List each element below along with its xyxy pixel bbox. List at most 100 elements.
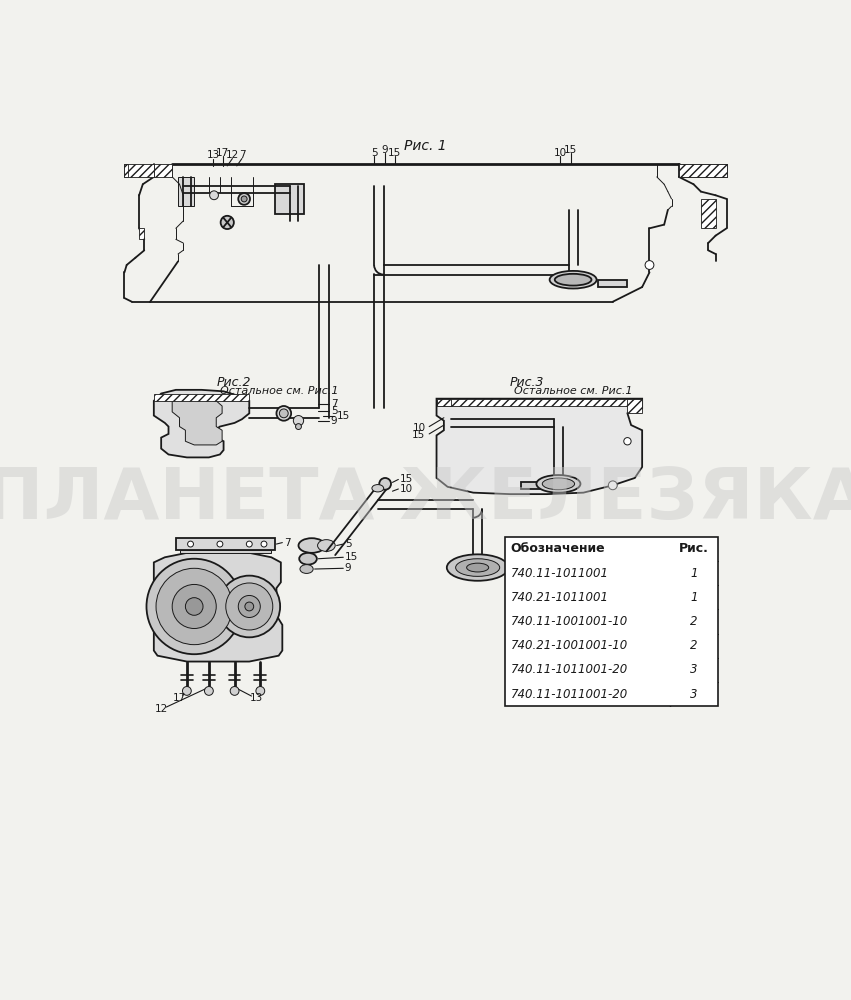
- Ellipse shape: [317, 540, 335, 551]
- Polygon shape: [437, 399, 451, 406]
- Text: 17: 17: [216, 148, 230, 158]
- Ellipse shape: [220, 216, 234, 229]
- Ellipse shape: [204, 687, 214, 695]
- Ellipse shape: [447, 554, 509, 581]
- Ellipse shape: [238, 193, 250, 205]
- Ellipse shape: [156, 568, 232, 645]
- Text: 15: 15: [388, 148, 402, 158]
- Ellipse shape: [172, 584, 216, 629]
- Text: 10: 10: [413, 423, 426, 433]
- Polygon shape: [627, 399, 643, 413]
- Polygon shape: [154, 551, 283, 662]
- Text: 740.11-1001001-10: 740.11-1001001-10: [511, 615, 628, 628]
- Ellipse shape: [536, 475, 580, 493]
- Ellipse shape: [300, 553, 317, 565]
- Text: 12: 12: [155, 704, 168, 714]
- Text: 2: 2: [690, 639, 698, 652]
- Ellipse shape: [277, 406, 291, 421]
- Polygon shape: [275, 184, 305, 214]
- Polygon shape: [437, 399, 643, 494]
- Ellipse shape: [624, 438, 631, 445]
- Ellipse shape: [608, 481, 617, 490]
- Ellipse shape: [187, 541, 193, 547]
- Text: 15: 15: [400, 474, 413, 484]
- Text: Остальное см. Рис.1: Остальное см. Рис.1: [514, 386, 632, 396]
- Text: 15: 15: [337, 411, 350, 421]
- Text: Остальное см. Рис.1: Остальное см. Рис.1: [220, 386, 339, 396]
- Ellipse shape: [542, 478, 574, 490]
- Text: 13: 13: [250, 693, 263, 703]
- Text: 7: 7: [283, 538, 290, 548]
- Polygon shape: [437, 399, 643, 406]
- Text: Обозначение: Обозначение: [511, 542, 605, 555]
- Ellipse shape: [550, 271, 597, 289]
- Ellipse shape: [295, 424, 301, 430]
- Text: 15: 15: [412, 430, 426, 440]
- Ellipse shape: [186, 598, 203, 615]
- Polygon shape: [701, 199, 716, 228]
- Ellipse shape: [230, 687, 239, 695]
- Ellipse shape: [372, 485, 384, 492]
- Text: Рис.2: Рис.2: [216, 376, 251, 389]
- Polygon shape: [598, 280, 627, 287]
- Text: 9: 9: [382, 145, 388, 155]
- Text: 1: 1: [690, 567, 698, 580]
- Ellipse shape: [555, 274, 591, 286]
- Polygon shape: [176, 538, 275, 550]
- Ellipse shape: [182, 687, 191, 695]
- Ellipse shape: [217, 541, 223, 547]
- Ellipse shape: [209, 191, 219, 200]
- Text: 740.21-1011001: 740.21-1011001: [511, 591, 608, 604]
- Bar: [505, 537, 717, 706]
- Ellipse shape: [245, 602, 254, 611]
- Ellipse shape: [146, 559, 242, 654]
- Text: 7: 7: [331, 399, 337, 409]
- Text: 2: 2: [690, 615, 698, 628]
- Text: 740.21-1001001-10: 740.21-1001001-10: [511, 639, 628, 652]
- Text: Рис.: Рис.: [679, 542, 709, 555]
- Ellipse shape: [279, 409, 288, 418]
- Text: 740.11-1011001-20: 740.11-1011001-20: [511, 688, 628, 701]
- Ellipse shape: [645, 261, 654, 269]
- Text: 1: 1: [690, 591, 698, 604]
- Polygon shape: [139, 228, 145, 239]
- Text: Рис. 1: Рис. 1: [404, 139, 447, 153]
- Polygon shape: [178, 177, 194, 206]
- Text: 10: 10: [400, 484, 413, 494]
- Ellipse shape: [241, 196, 247, 202]
- Ellipse shape: [246, 541, 252, 547]
- Polygon shape: [679, 164, 727, 177]
- Polygon shape: [154, 390, 249, 457]
- Ellipse shape: [455, 559, 500, 576]
- Text: 5: 5: [331, 406, 337, 416]
- Polygon shape: [521, 482, 562, 489]
- Text: Рис.3: Рис.3: [510, 376, 545, 389]
- Text: 740.11-1011001-20: 740.11-1011001-20: [511, 663, 628, 676]
- Text: 15: 15: [564, 145, 578, 155]
- Ellipse shape: [256, 687, 265, 695]
- Text: 9: 9: [331, 416, 337, 426]
- Ellipse shape: [380, 478, 391, 490]
- Polygon shape: [124, 164, 154, 177]
- Ellipse shape: [294, 416, 304, 426]
- Ellipse shape: [300, 565, 313, 573]
- Polygon shape: [679, 164, 727, 177]
- Polygon shape: [701, 164, 727, 177]
- Text: 17: 17: [173, 693, 186, 703]
- Ellipse shape: [219, 576, 280, 637]
- Text: 10: 10: [553, 148, 567, 158]
- Polygon shape: [154, 394, 249, 401]
- Text: 13: 13: [207, 150, 220, 160]
- Ellipse shape: [299, 538, 325, 553]
- Polygon shape: [124, 164, 129, 177]
- Polygon shape: [180, 550, 271, 553]
- Text: 9: 9: [345, 563, 351, 573]
- Ellipse shape: [238, 595, 260, 617]
- Text: 7: 7: [238, 150, 245, 160]
- Ellipse shape: [226, 583, 273, 630]
- Text: 5: 5: [345, 539, 351, 549]
- Polygon shape: [172, 399, 222, 445]
- Text: 12: 12: [226, 150, 239, 160]
- Text: 15: 15: [345, 552, 358, 562]
- Polygon shape: [154, 164, 172, 177]
